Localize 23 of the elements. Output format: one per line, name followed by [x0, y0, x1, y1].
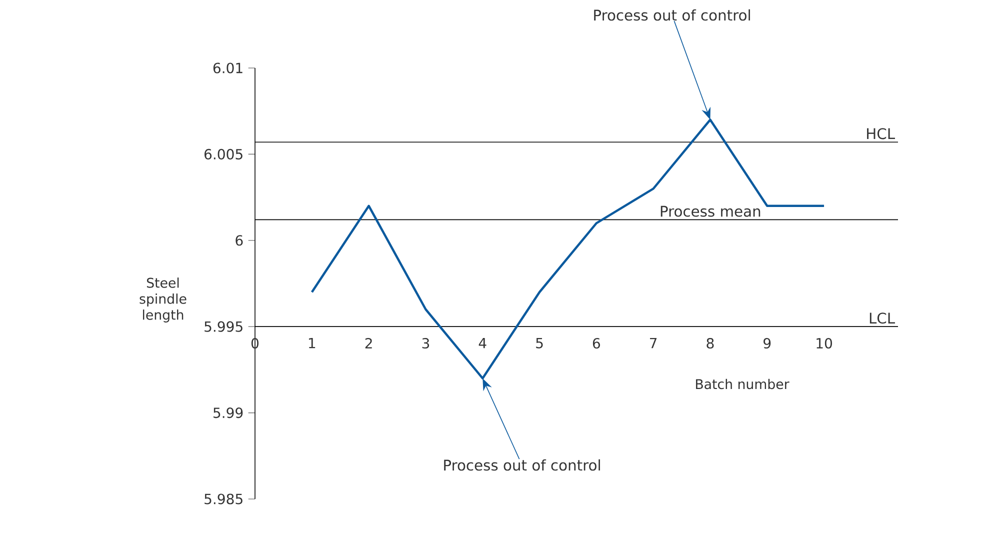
x-tick-label: 9	[764, 338, 771, 349]
y-tick-label: 5.995	[204, 321, 242, 332]
ref-line-label: HCL	[867, 128, 895, 140]
y-axis-title: Steel spindle length	[140, 278, 186, 322]
ref-line-label: Process mean	[660, 206, 760, 217]
x-tick-label: 8	[706, 338, 714, 349]
x-tick-label: 10	[816, 338, 832, 349]
y-tick-label: 6.01	[213, 62, 242, 74]
x-axis-title: Batch number	[696, 378, 790, 390]
annotation: Process out of control	[594, 9, 750, 21]
x-tick-label: 6	[592, 338, 600, 349]
y-tick-label: 6.005	[204, 148, 242, 160]
y-tick-label: 5.99	[214, 408, 243, 418]
x-tick-label: 3	[422, 338, 430, 349]
x-tick-label: 1	[308, 338, 316, 348]
x-tick-label: 7	[650, 338, 657, 348]
y-tick-label: 5.985	[204, 494, 242, 504]
x-tick-label: 2	[365, 338, 372, 348]
ref-line-label: LCL	[870, 312, 895, 324]
x-tick-label: 5	[536, 338, 543, 348]
annotation: Process out of control	[444, 459, 600, 471]
y-tick-label: 6	[236, 235, 243, 246]
x-tick-label: 4	[478, 338, 486, 348]
